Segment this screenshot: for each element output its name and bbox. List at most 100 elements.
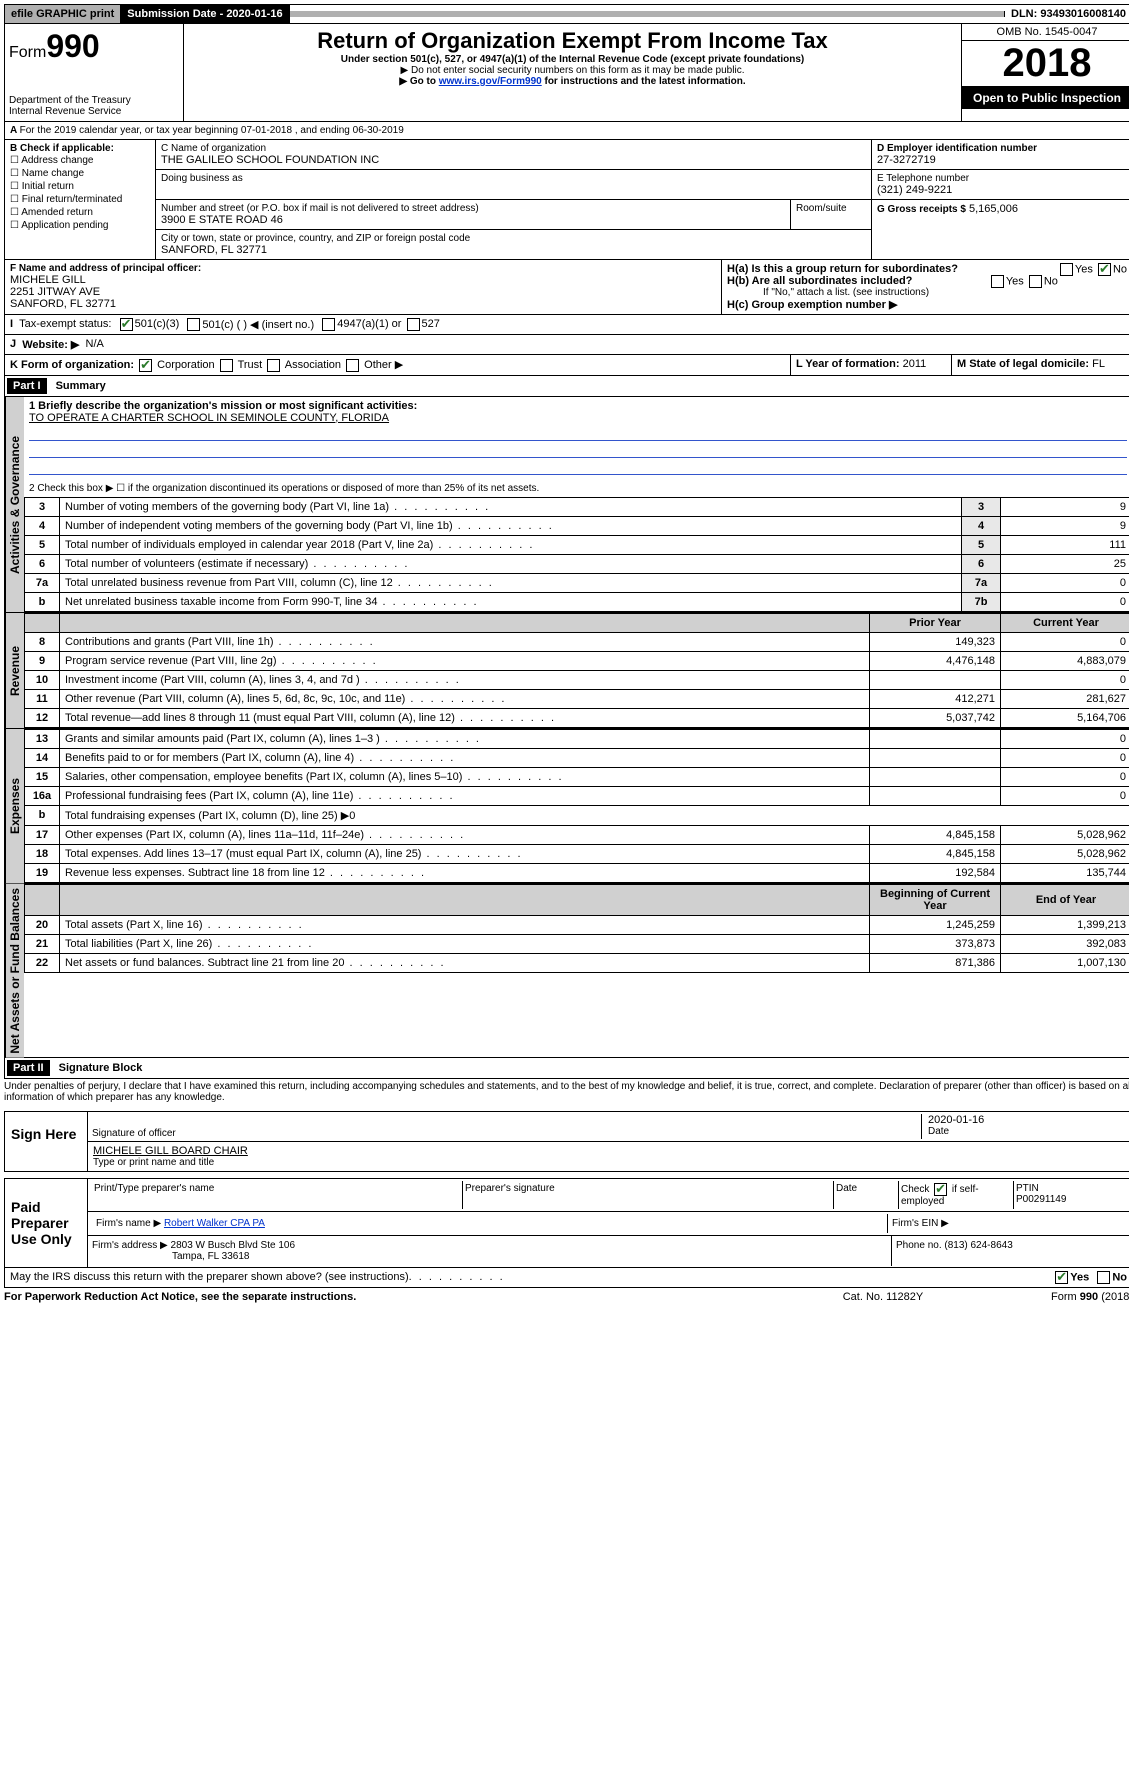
org-city: SANFORD, FL 32771 (161, 244, 866, 256)
table-row: 21Total liabilities (Part X, line 26)373… (25, 934, 1129, 953)
chk-assoc[interactable] (267, 359, 280, 372)
chk-app-pending[interactable]: ☐ Application pending (10, 219, 150, 232)
firm-addr1: 2803 W Busch Blvd Ste 106 (171, 1240, 296, 1251)
chk-final-return[interactable]: ☐ Final return/terminated (10, 193, 150, 206)
table-row: 12Total revenue—add lines 8 through 11 (… (25, 708, 1129, 727)
officer-block: F Name and address of principal officer:… (4, 260, 1129, 315)
discuss-no[interactable] (1097, 1271, 1110, 1284)
chk-trust[interactable] (220, 359, 233, 372)
form-subtitle: Under section 501(c), 527, or 4947(a)(1)… (188, 54, 957, 65)
firm-addr-label: Firm's address ▶ (92, 1240, 168, 1251)
box-d-label: D Employer identification number (877, 143, 1127, 154)
firm-addr2: Tampa, FL 33618 (92, 1251, 887, 1262)
table-row: 11Other revenue (Part VIII, column (A), … (25, 689, 1129, 708)
chk-address-change[interactable]: ☐ Address change (10, 154, 150, 167)
line-j: J Website: ▶ N/A (4, 335, 1129, 355)
ha-no[interactable] (1098, 263, 1111, 276)
expenses-table: 13Grants and similar amounts paid (Part … (24, 729, 1129, 883)
part1-header: Part I (7, 378, 47, 394)
tab-netassets: Net Assets or Fund Balances (5, 884, 24, 1058)
firm-name-label: Firm's name ▶ (96, 1218, 161, 1229)
part2-header: Part II (7, 1060, 50, 1076)
firm-name-link[interactable]: Robert Walker CPA PA (164, 1218, 265, 1229)
mission-label: 1 Briefly describe the organization's mi… (29, 400, 1127, 412)
chk-name-change[interactable]: ☐ Name change (10, 167, 150, 180)
line-i: I Tax-exempt status: 501(c)(3) 501(c) ( … (4, 315, 1129, 335)
cat-no: Cat. No. 11282Y (783, 1291, 983, 1303)
table-row: 22Net assets or fund balances. Subtract … (25, 953, 1129, 972)
addr-label: Number and street (or P.O. box if mail i… (161, 203, 785, 214)
mission-text: TO OPERATE A CHARTER SCHOOL IN SEMINOLE … (29, 412, 1127, 424)
line-2: 2 Check this box ▶ ☐ if the organization… (24, 480, 1129, 497)
line-klm: K Form of organization: Corporation Trus… (4, 355, 1129, 376)
prep-sig-label: Preparer's signature (463, 1181, 834, 1209)
table-row: 3Number of voting members of the governi… (25, 497, 1129, 516)
revenue-table: Prior YearCurrent Year 8Contributions an… (24, 613, 1129, 728)
goto-note: ▶ Go to www.irs.gov/Form990 for instruct… (188, 76, 957, 87)
table-row: 15Salaries, other compensation, employee… (25, 767, 1129, 786)
table-row: 17Other expenses (Part IX, column (A), l… (25, 825, 1129, 844)
box-f-label: F Name and address of principal officer: (10, 263, 716, 274)
chk-4947[interactable] (322, 318, 335, 331)
officer-addr1: 2251 JITWAY AVE (10, 286, 716, 298)
room-label: Room/suite (796, 203, 866, 214)
governance-table: 3Number of voting members of the governi… (24, 497, 1129, 612)
entity-block: B Check if applicable: ☐ Address change … (4, 140, 1129, 260)
table-row: 14Benefits paid to or for members (Part … (25, 748, 1129, 767)
self-employed: Check if self-employed (899, 1181, 1014, 1209)
pra-notice: For Paperwork Reduction Act Notice, see … (4, 1291, 783, 1303)
discuss-row: May the IRS discuss this return with the… (4, 1268, 1129, 1288)
omb-number: OMB No. 1545-0047 (962, 24, 1129, 41)
box-e-label: E Telephone number (877, 173, 1127, 184)
efile-print-button[interactable]: efile GRAPHIC print (5, 5, 121, 23)
ssn-note: ▶ Do not enter social security numbers o… (188, 65, 957, 76)
phone: (321) 249-9221 (877, 184, 1127, 196)
footer: For Paperwork Reduction Act Notice, see … (4, 1288, 1129, 1306)
hb-yes[interactable] (991, 275, 1004, 288)
discuss-yes[interactable] (1055, 1271, 1068, 1284)
irs-label: Internal Revenue Service (9, 106, 179, 117)
ptin-value: P00291149 (1016, 1194, 1126, 1205)
typed-name: MICHELE GILL BOARD CHAIR (93, 1145, 1127, 1157)
chk-501c[interactable] (187, 318, 200, 331)
tab-expenses: Expenses (5, 729, 24, 883)
table-row: 16aProfessional fundraising fees (Part I… (25, 786, 1129, 805)
table-row: 18Total expenses. Add lines 13–17 (must … (25, 844, 1129, 863)
box-c-name-label: C Name of organization (161, 143, 866, 154)
hb-no[interactable] (1029, 275, 1042, 288)
chk-amended[interactable]: ☐ Amended return (10, 206, 150, 219)
chk-self-employed[interactable] (934, 1183, 947, 1196)
box-g-label: G Gross receipts $ (877, 204, 966, 215)
chk-initial-return[interactable]: ☐ Initial return (10, 180, 150, 193)
table-row: 6Total number of volunteers (estimate if… (25, 554, 1129, 573)
h-b: H(b) Are all subordinates included? Yes … (727, 275, 1127, 287)
form-header: Form990 Department of the Treasury Inter… (4, 24, 1129, 122)
table-row: 4Number of independent voting members of… (25, 516, 1129, 535)
typed-label: Type or print name and title (93, 1157, 1127, 1168)
form990-link[interactable]: www.irs.gov/Form990 (439, 76, 542, 87)
org-address: 3900 E STATE ROAD 46 (161, 214, 785, 226)
open-public: Open to Public Inspection (962, 87, 1129, 109)
tab-revenue: Revenue (5, 613, 24, 728)
prep-name-label: Print/Type preparer's name (92, 1181, 463, 1209)
officer-name: MICHELE GILL (10, 274, 716, 286)
tax-year: 2018 (962, 41, 1129, 87)
chk-other[interactable] (346, 359, 359, 372)
prep-date-label: Date (834, 1181, 899, 1209)
table-row: 10Investment income (Part VIII, column (… (25, 670, 1129, 689)
perjury-declaration: Under penalties of perjury, I declare th… (4, 1079, 1129, 1105)
part1-title: Summary (50, 380, 106, 392)
part-1: Part I Summary Activities & Governance 1… (4, 376, 1129, 1059)
submission-date: Submission Date - 2020-01-16 (121, 5, 289, 23)
dept-treasury: Department of the Treasury (9, 95, 179, 106)
ha-yes[interactable] (1060, 263, 1073, 276)
netassets-table: Beginning of Current YearEnd of Year 20T… (24, 884, 1129, 973)
form-title: Return of Organization Exempt From Incom… (188, 28, 957, 54)
table-row: 20Total assets (Part X, line 16)1,245,25… (25, 915, 1129, 934)
table-row: bTotal fundraising expenses (Part IX, co… (25, 805, 1129, 825)
chk-501c3[interactable] (120, 318, 133, 331)
chk-527[interactable] (407, 318, 420, 331)
dba-label: Doing business as (161, 173, 866, 184)
chk-corp[interactable] (139, 359, 152, 372)
table-row: bNet unrelated business taxable income f… (25, 592, 1129, 611)
